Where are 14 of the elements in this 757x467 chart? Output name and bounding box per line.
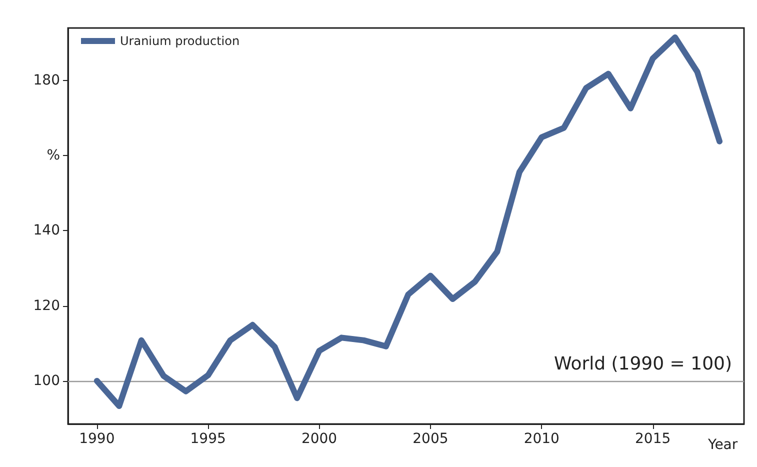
y-tick-label: 120 [33,298,60,314]
x-tick-label: 2005 [412,431,448,447]
x-tick-label: 2000 [301,431,338,447]
x-tick-label: 1995 [190,431,226,447]
y-tick-label: 140 [33,222,60,239]
y-tick-label: 180 [33,72,60,89]
x-axis-title: Year [707,437,738,453]
legend-label: Uranium production [120,34,240,48]
ref-line-label: World (1990 = 100) [554,353,732,374]
x-tick-label: 2015 [635,431,671,447]
y-tick-label: 100 [33,372,60,389]
y-tick-label: % [46,148,60,164]
x-tick-label: 1990 [79,431,115,447]
x-tick-label: 2010 [524,431,560,447]
